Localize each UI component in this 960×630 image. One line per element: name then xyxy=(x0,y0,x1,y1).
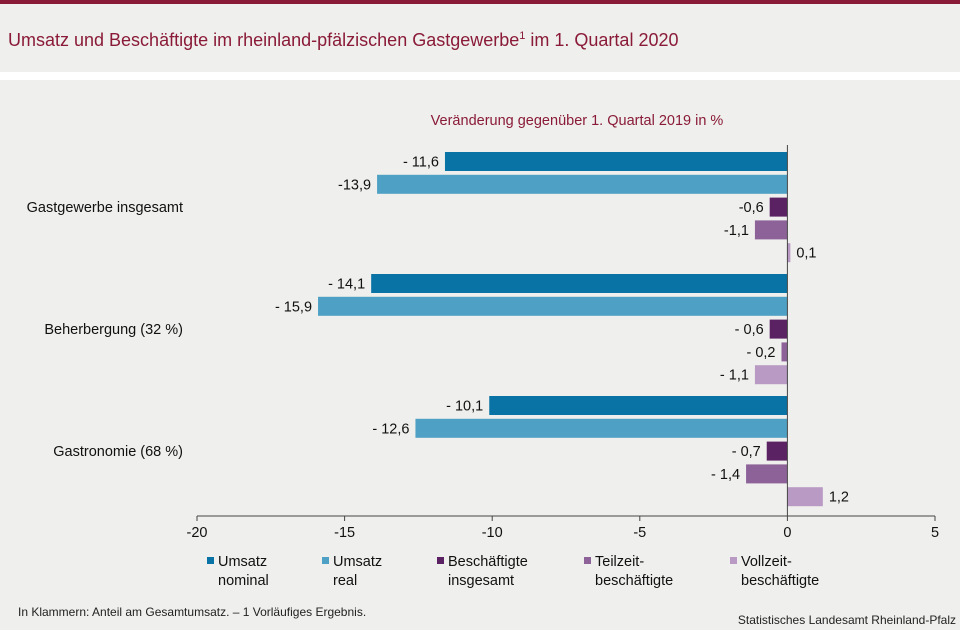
x-tick-label: 5 xyxy=(931,525,939,541)
legend-label: insgesamt xyxy=(448,573,514,589)
data-label: - 1,4 xyxy=(711,467,740,483)
bar xyxy=(318,296,788,316)
bar xyxy=(787,243,791,263)
category-label: Gastgewerbe insgesamt xyxy=(27,200,183,216)
legend-swatch xyxy=(730,557,737,564)
chart-subtitle: Veränderung gegenüber 1. Quartal 2019 in… xyxy=(431,113,724,129)
x-tick-label: -20 xyxy=(187,525,208,541)
legend-label: real xyxy=(333,573,357,589)
category-label: Gastronomie (68 %) xyxy=(53,444,183,460)
data-label: - 0,2 xyxy=(746,345,775,361)
x-tick-label: -15 xyxy=(334,525,355,541)
data-label: -0,6 xyxy=(739,200,764,216)
chart-panel xyxy=(0,80,960,630)
footnote: In Klammern: Anteil am Gesamtumsatz. – 1… xyxy=(18,605,367,619)
title-footnote-marker: 1 xyxy=(519,30,526,42)
data-label: 1,2 xyxy=(829,490,849,506)
legend-label: nominal xyxy=(218,573,269,589)
header-separator xyxy=(0,72,960,80)
bar xyxy=(781,342,788,362)
data-label: - 11,6 xyxy=(403,155,439,171)
legend-label: beschäftigte xyxy=(741,573,819,589)
data-label: - 0,6 xyxy=(735,322,764,338)
data-label: - 0,7 xyxy=(732,444,761,460)
data-label: -1,1 xyxy=(724,223,749,239)
data-label: -13,9 xyxy=(338,177,371,193)
top-rule xyxy=(0,0,960,4)
legend-label: Vollzeit- xyxy=(741,554,792,570)
legend-label: beschäftigte xyxy=(595,573,673,589)
bar xyxy=(489,396,788,415)
bar xyxy=(766,441,788,461)
legend-swatch xyxy=(207,557,214,564)
bar xyxy=(787,487,823,507)
data-label: - 14,1 xyxy=(328,277,365,293)
legend-label: Umsatz xyxy=(333,554,382,570)
data-label: - 15,9 xyxy=(275,299,312,315)
bar xyxy=(415,418,788,438)
bar xyxy=(754,365,788,385)
chart-title: Umsatz und Beschäftigte im rheinland-pfä… xyxy=(8,30,679,50)
source-note: Statistisches Landesamt Rheinland-Pfalz xyxy=(737,613,956,627)
x-tick-label: 0 xyxy=(783,525,791,541)
bar xyxy=(371,274,788,293)
x-tick-label: -10 xyxy=(482,525,503,541)
data-label: - 1,1 xyxy=(720,368,749,384)
bar xyxy=(769,197,788,217)
bar xyxy=(769,319,788,339)
legend-label: Teilzeit- xyxy=(595,554,644,570)
data-label: - 12,6 xyxy=(372,421,409,437)
legend-swatch xyxy=(437,557,444,564)
bar xyxy=(754,220,788,240)
legend-label: Beschäftigte xyxy=(448,554,528,570)
legend-swatch xyxy=(584,557,591,564)
header: Umsatz und Beschäftigte im rheinland-pfä… xyxy=(0,4,960,72)
data-label: - 10,1 xyxy=(446,399,483,415)
legend-swatch xyxy=(322,557,329,564)
category-label: Beherbergung (32 %) xyxy=(44,322,183,338)
x-tick-label: -5 xyxy=(633,525,646,541)
bar xyxy=(444,152,788,171)
bar xyxy=(377,174,788,194)
bar xyxy=(746,464,788,484)
data-label: 0,1 xyxy=(796,246,816,262)
legend-label: Umsatz xyxy=(218,554,267,570)
